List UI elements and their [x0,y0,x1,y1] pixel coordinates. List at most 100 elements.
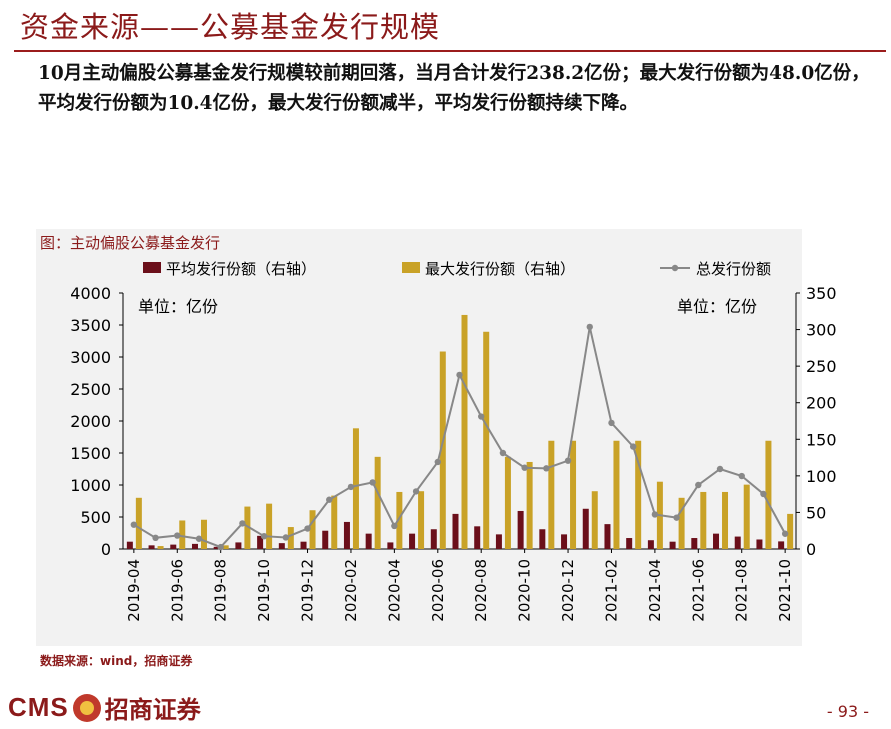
point-total-issuance [456,371,463,379]
bar-average-issuance [278,543,285,549]
company-logo: CMS 招商证券 [8,690,201,726]
bar-average-issuance [517,510,524,549]
bar-max-issuance [787,513,794,549]
bar-max-issuance [396,491,403,549]
bar-max-issuance [765,440,772,549]
bar-average-issuance [495,534,502,549]
x-tick-label: 2020-02 [342,559,360,622]
x-tick-label: 2020-04 [385,559,403,622]
unit-label-left: 单位：亿份 [138,297,218,316]
legend-marker-total [671,264,679,272]
legend-swatch-max [402,262,420,273]
page-number: - 93 - [826,702,869,721]
bar-max-issuance [722,491,729,549]
x-tick-label: 2020-10 [516,559,534,622]
x-tick-label: 2019-10 [255,559,273,622]
x-tick-label: 2021-10 [776,559,794,622]
right-tick-label: 150 [806,430,837,449]
point-total-issuance [760,490,767,498]
bar-average-issuance [691,538,698,549]
point-total-issuance [781,530,789,537]
bar-average-issuance [191,543,198,549]
point-total-issuance [478,413,485,420]
point-total-issuance [239,520,246,527]
left-tick-label: 3500 [70,316,111,335]
bar-average-issuance [669,541,676,549]
bar-average-issuance [409,533,416,549]
bar-max-issuance [635,440,642,549]
logo-text-en: CMS [8,692,69,722]
point-total-issuance [304,525,311,532]
bar-average-issuance [430,529,437,549]
point-total-issuance [260,533,268,540]
bar-max-issuance [309,510,316,549]
chart-panel [36,229,802,646]
bar-max-issuance [418,491,425,549]
x-tick-label: 2021-08 [733,559,751,622]
point-total-issuance [521,464,528,471]
summary-text: 10月主动偏股公募基金发行规模较前期回落，当月合计发行238.2亿份；最大发行份… [38,63,870,114]
left-tick-label: 1500 [70,444,111,463]
bar-max-issuance [244,506,251,549]
bar-max-issuance [678,497,685,549]
bar-average-issuance [148,545,155,549]
left-tick-label: 1000 [70,476,111,495]
legend-label-average: 平均发行份额（右轴） [166,260,316,278]
left-tick-label: 0 [101,540,111,559]
bar-max-issuance [135,497,142,549]
point-total-issuance [434,458,441,466]
bar-average-issuance [170,544,177,549]
bar-average-issuance [626,538,633,549]
point-total-issuance [174,532,181,539]
point-total-issuance [564,457,572,464]
figure-title: 图：主动偏股公募基金发行 [40,234,221,252]
bar-max-issuance [591,491,598,549]
bar-max-issuance [352,428,359,549]
bar-max-issuance [570,440,577,549]
left-tick-label: 4000 [70,284,111,303]
x-tick-label: 2019-06 [168,559,186,622]
bar-max-issuance [526,461,533,549]
bar-max-issuance [222,545,229,549]
point-total-issuance [130,521,138,528]
right-tick-label: 100 [806,467,837,486]
left-tick-label: 2000 [70,412,111,431]
point-total-issuance [152,534,159,541]
bar-average-issuance [452,513,459,549]
x-tick-label: 2020-06 [429,559,447,622]
point-total-issuance [695,481,702,489]
page-title: 资金来源——公募基金发行规模 [20,10,441,44]
right-tick-label: 50 [806,503,826,522]
right-tick-label: 200 [806,394,837,413]
point-total-issuance [543,465,550,472]
legend-label-total: 总发行份额 [696,260,771,278]
bar-average-issuance [126,541,133,549]
data-source: 数据来源：wind，招商证券 [40,654,193,668]
bar-max-issuance [700,491,707,549]
point-total-issuance [369,479,376,486]
left-tick-label: 2500 [70,380,111,399]
bar-max-issuance [266,503,273,549]
bar-average-issuance [343,521,350,549]
point-total-issuance [282,534,290,541]
point-total-issuance [651,511,659,518]
bar-max-issuance [439,351,446,549]
bar-average-issuance [756,539,763,549]
bar-average-issuance [539,529,546,549]
bar-average-issuance [647,540,654,549]
bar-average-issuance [778,541,785,549]
bar-max-issuance [374,456,381,549]
bar-max-issuance [483,331,490,549]
point-total-issuance [391,522,398,530]
legend-label-max: 最大发行份额（右轴） [425,260,575,278]
bar-max-issuance [504,456,511,549]
bar-max-issuance [461,314,468,549]
bar-average-issuance [713,533,720,549]
left-tick-label: 3000 [70,348,111,367]
bar-average-issuance [561,534,568,549]
point-total-issuance [195,535,203,542]
unit-label-right: 单位：亿份 [677,297,757,316]
x-tick-label: 2020-12 [559,559,577,622]
point-total-issuance [716,465,724,473]
